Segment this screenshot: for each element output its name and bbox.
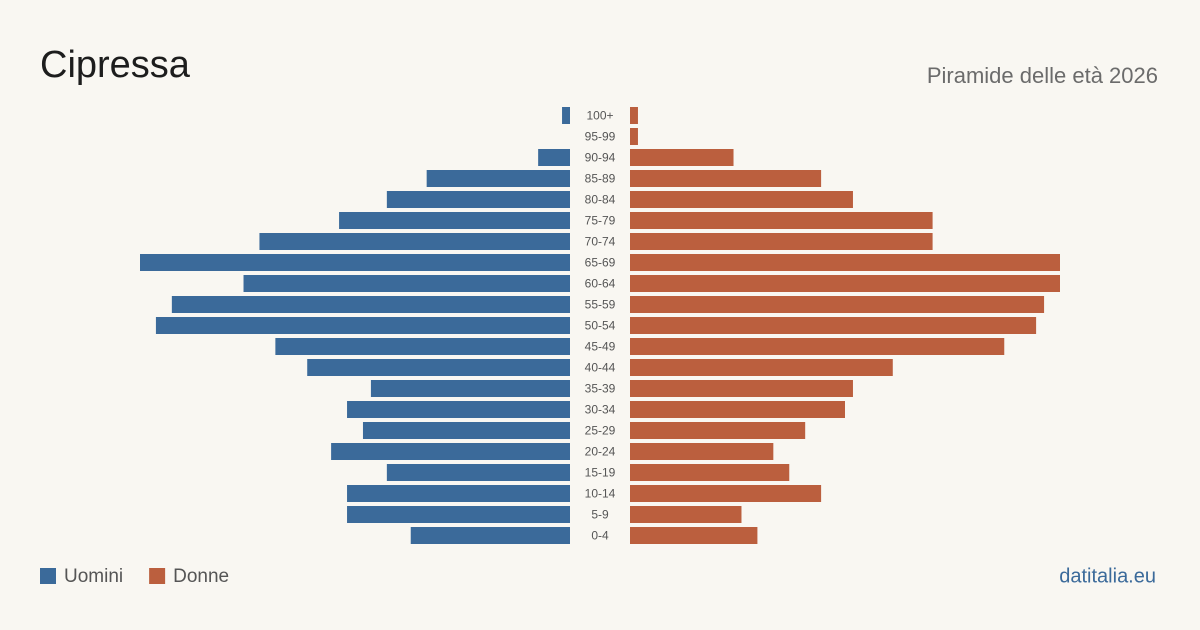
chart-title: Cipressa — [40, 44, 191, 86]
bar — [347, 485, 570, 502]
age-label: 15-19 — [585, 466, 616, 480]
bar — [410, 527, 570, 544]
bar — [140, 254, 570, 271]
age-label: 55-59 — [585, 298, 616, 312]
bar — [630, 170, 822, 187]
bar — [155, 317, 571, 334]
bar — [370, 380, 570, 397]
bar — [171, 296, 570, 313]
age-label: 25-29 — [585, 424, 616, 438]
bar — [630, 191, 853, 208]
age-label: 20-24 — [585, 445, 616, 459]
bar — [630, 317, 1037, 334]
bar — [630, 359, 893, 376]
bar — [386, 464, 570, 481]
bar — [630, 233, 933, 250]
age-label: 0-4 — [591, 529, 609, 543]
chart-subtitle: Piramide delle età 2026 — [927, 63, 1158, 88]
bar — [630, 464, 790, 481]
legend-swatch — [40, 568, 56, 584]
legend-label: Uomini — [64, 566, 123, 587]
bar — [347, 506, 570, 523]
source: datitalia.eu — [1059, 565, 1156, 587]
bar — [630, 380, 853, 397]
bar — [630, 422, 806, 439]
bar — [362, 422, 570, 439]
bar — [630, 275, 1060, 292]
bar — [630, 128, 638, 145]
bar — [243, 275, 570, 292]
bar — [426, 170, 570, 187]
bar — [339, 212, 570, 229]
age-label: 50-54 — [585, 319, 616, 333]
bar — [630, 485, 822, 502]
age-label: 70-74 — [585, 235, 616, 249]
bar — [331, 443, 570, 460]
bar — [630, 254, 1060, 271]
bar — [630, 107, 638, 124]
bar — [630, 296, 1045, 313]
bar — [259, 233, 570, 250]
age-label: 95-99 — [585, 130, 616, 144]
age-label: 60-64 — [585, 277, 616, 291]
bar — [562, 107, 570, 124]
bar — [630, 401, 845, 418]
age-label: 90-94 — [585, 151, 616, 165]
age-label: 5-9 — [591, 508, 609, 522]
age-label: 40-44 — [585, 361, 616, 375]
bar — [275, 338, 570, 355]
age-label: 100+ — [586, 109, 613, 123]
age-label: 65-69 — [585, 256, 616, 270]
bar — [630, 506, 742, 523]
bar — [347, 401, 570, 418]
bar — [630, 443, 774, 460]
age-label: 80-84 — [585, 193, 616, 207]
bar — [630, 149, 734, 166]
legend-swatch — [149, 568, 166, 584]
bar — [386, 191, 570, 208]
age-label: 75-79 — [585, 214, 616, 228]
bar — [630, 527, 758, 544]
age-label: 10-14 — [585, 487, 616, 501]
age-label: 30-34 — [585, 403, 616, 417]
bar — [538, 149, 570, 166]
bar — [307, 359, 570, 376]
bar — [630, 212, 933, 229]
age-label: 35-39 — [585, 382, 616, 396]
age-label: 45-49 — [585, 340, 616, 354]
bar — [630, 338, 1005, 355]
age-label: 85-89 — [585, 172, 616, 186]
legend-label: Donne — [173, 566, 229, 587]
